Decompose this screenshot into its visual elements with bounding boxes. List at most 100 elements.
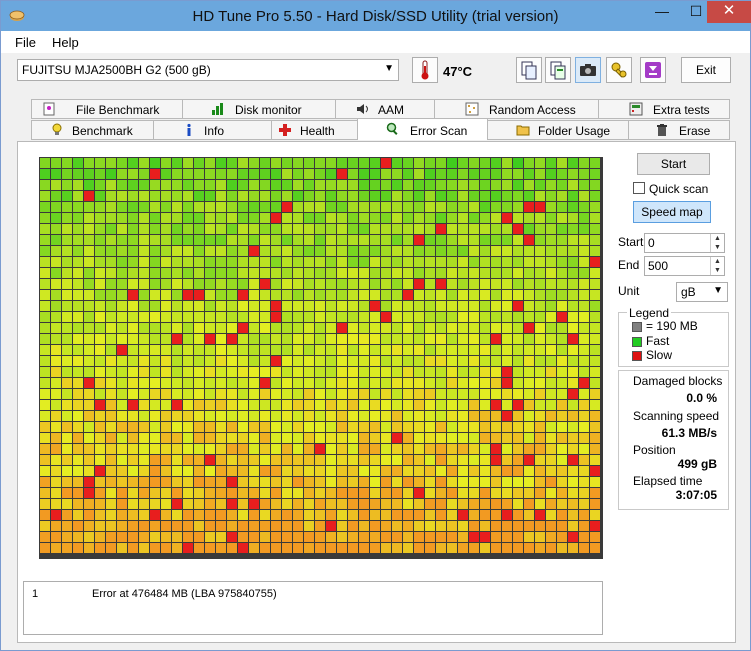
scan-block (117, 389, 127, 399)
scan-block (491, 422, 501, 432)
scan-block (106, 356, 116, 366)
scan-block (249, 323, 259, 333)
scan-block (95, 290, 105, 300)
scan-block (51, 356, 61, 366)
close-button[interactable]: ✕ (707, 1, 751, 23)
scan-block (513, 334, 523, 344)
drive-select[interactable]: FUJITSU MJA2500BH G2 (500 gB) ▼ (17, 59, 399, 81)
scan-block (260, 411, 270, 421)
end-input[interactable]: 500 ▲ ▼ (644, 256, 725, 276)
scan-block (293, 477, 303, 487)
start-input-value: 0 (648, 236, 655, 250)
scan-block (194, 378, 204, 388)
scan-block (414, 455, 424, 465)
tab-error-scan[interactable]: Error Scan (357, 118, 488, 140)
scan-block (73, 510, 83, 520)
scan-block (40, 378, 50, 388)
scan-block (425, 433, 435, 443)
scan-block (62, 466, 72, 476)
tab-aam[interactable]: AAM (335, 99, 435, 119)
scan-block (84, 499, 94, 509)
scan-block (414, 543, 424, 553)
scan-block (128, 499, 138, 509)
scan-block (502, 422, 512, 432)
copy-info-button[interactable] (516, 57, 542, 83)
menu-help-label: Help (52, 35, 79, 50)
scan-block (315, 246, 325, 256)
scan-block (271, 312, 281, 322)
scan-block (524, 433, 534, 443)
start-input[interactable]: 0 ▲ ▼ (644, 233, 725, 253)
scan-block (95, 433, 105, 443)
scan-block (293, 301, 303, 311)
scanning-speed-label: Scanning speed (633, 409, 720, 423)
scan-block (227, 499, 237, 509)
scan-block (590, 257, 600, 267)
scan-block (557, 191, 567, 201)
scan-block (128, 169, 138, 179)
scan-block (84, 268, 94, 278)
scan-block (161, 323, 171, 333)
scan-block (447, 169, 457, 179)
scan-block (260, 521, 270, 531)
scan-block (502, 235, 512, 245)
scan-block (260, 378, 270, 388)
scan-block (216, 367, 226, 377)
scan-block (249, 356, 259, 366)
scan-block (524, 422, 534, 432)
scan-block (425, 521, 435, 531)
tab-info[interactable]: Info (153, 120, 272, 140)
minimize-button[interactable]: — (655, 3, 669, 19)
scan-block (139, 268, 149, 278)
speed-map-button[interactable]: Speed map (633, 201, 711, 223)
exit-button[interactable]: Exit (681, 57, 731, 83)
spin-arrows-icon[interactable]: ▲ ▼ (710, 257, 724, 275)
start-button[interactable]: Start (637, 153, 710, 175)
scan-block (403, 169, 413, 179)
scan-block (194, 510, 204, 520)
maximize-button[interactable]: ☐ (689, 3, 703, 19)
tab-folder-usage[interactable]: Folder Usage (487, 120, 629, 140)
save-button[interactable] (640, 57, 666, 83)
scan-block (150, 290, 160, 300)
scan-block (546, 268, 556, 278)
scan-block (128, 323, 138, 333)
quick-scan-checkbox[interactable] (633, 182, 645, 194)
menu-help[interactable]: Help (52, 35, 79, 50)
elapsed-time-label: Elapsed time (633, 474, 703, 488)
scan-block (84, 202, 94, 212)
tab-disk-monitor[interactable]: Disk monitor (182, 99, 336, 119)
scan-block (194, 532, 204, 542)
scan-block (84, 422, 94, 432)
scan-block (117, 334, 127, 344)
copy-all-button[interactable] (545, 57, 571, 83)
tab-erase[interactable]: Erase (628, 120, 730, 140)
tab-random-access[interactable]: Random Access (434, 99, 599, 119)
scan-block (139, 499, 149, 509)
scan-block (590, 312, 600, 322)
scan-block (128, 257, 138, 267)
options-button[interactable] (606, 57, 632, 83)
menu-file[interactable]: File (15, 35, 36, 50)
scan-block (172, 246, 182, 256)
scan-block (128, 290, 138, 300)
spin-arrows-icon[interactable]: ▲ ▼ (710, 234, 724, 252)
scan-block (95, 477, 105, 487)
scan-block (315, 323, 325, 333)
tab-health[interactable]: Health (271, 120, 358, 140)
scan-block (392, 334, 402, 344)
scan-block (579, 532, 589, 542)
scan-block (436, 378, 446, 388)
error-log[interactable]: 1 Error at 476484 MB (LBA 975840755) (23, 581, 603, 635)
scan-block (95, 235, 105, 245)
tab-file-benchmark[interactable]: File Benchmark (31, 99, 183, 119)
scan-block (304, 213, 314, 223)
scan-block (51, 323, 61, 333)
unit-select[interactable]: gB ▼ (676, 282, 728, 302)
tab-benchmark[interactable]: Benchmark (31, 120, 154, 140)
scan-block (590, 367, 600, 377)
scan-block (73, 433, 83, 443)
tab-extra-tests[interactable]: Extra tests (598, 99, 730, 119)
screenshot-button[interactable] (575, 57, 601, 83)
download-arrow-icon (645, 62, 661, 78)
